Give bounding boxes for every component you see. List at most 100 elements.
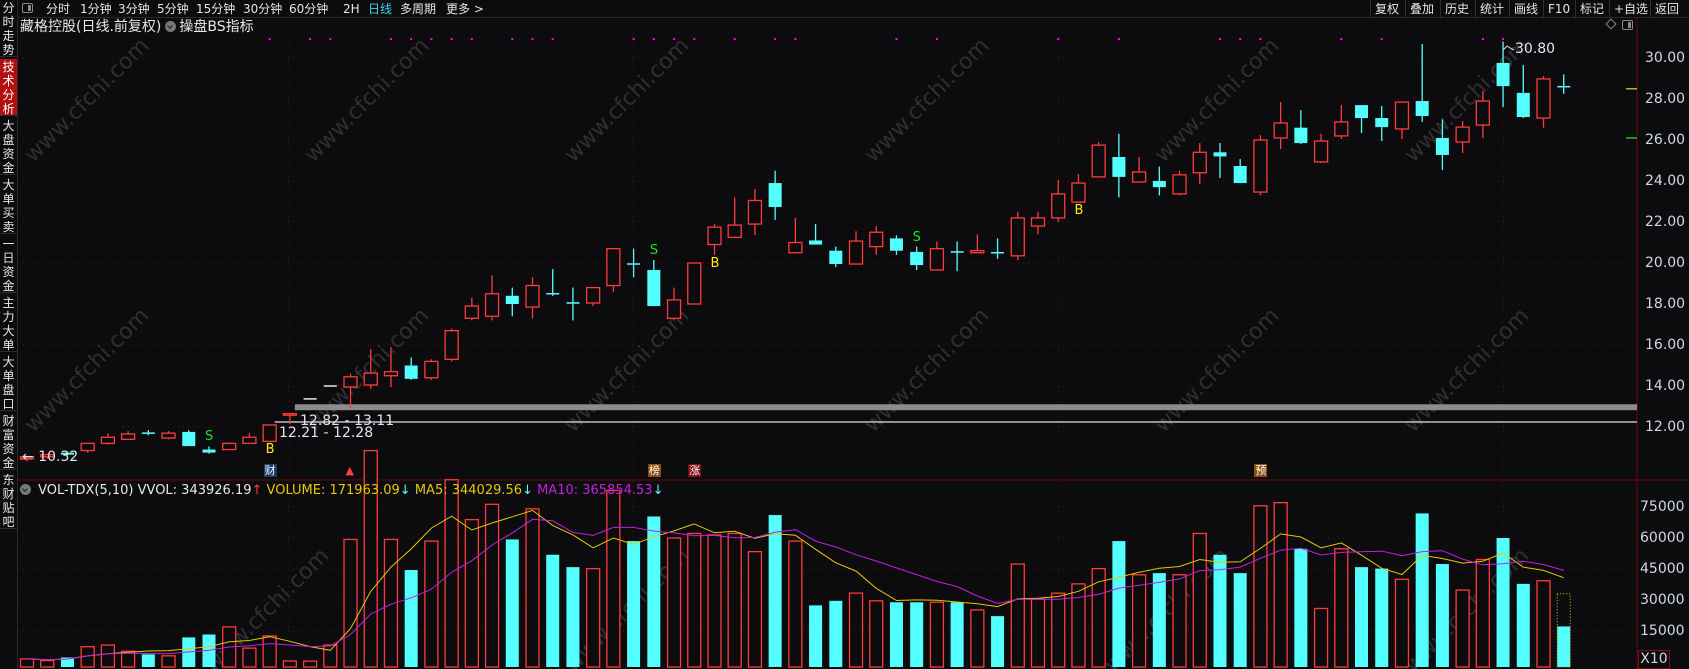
period-tab[interactable]: 15分钟 [196, 2, 236, 16]
candlestick[interactable] [1355, 105, 1369, 134]
sidebar-item[interactable]: 大单盘口 [0, 354, 17, 411]
candlestick[interactable] [1172, 170, 1187, 196]
candlestick[interactable] [627, 248, 641, 278]
candlestick[interactable] [586, 286, 601, 307]
candlestick[interactable] [282, 413, 298, 424]
sidebar-item[interactable]: 技术分析 [0, 59, 17, 116]
candlestick[interactable] [383, 347, 399, 388]
sidebar-item[interactable]: 大单买卖 [0, 177, 17, 234]
candlestick[interactable] [1455, 120, 1470, 153]
candlestick[interactable] [404, 357, 418, 380]
candlestick[interactable] [566, 287, 580, 321]
candlestick[interactable] [262, 424, 277, 443]
panel-layout-icon[interactable] [1622, 20, 1633, 30]
event-marker[interactable]: 榜 [647, 464, 661, 477]
period-tab[interactable]: 30分钟 [243, 2, 283, 16]
event-marker[interactable]: 涨 [688, 464, 702, 477]
candlestick[interactable] [950, 241, 964, 272]
candlestick[interactable] [363, 349, 378, 390]
candlestick[interactable] [910, 246, 924, 270]
period-tab[interactable]: 日线 [368, 2, 393, 16]
candlestick[interactable] [1233, 159, 1247, 184]
candlestick[interactable] [788, 217, 803, 254]
toolbar-button[interactable]: 叠加 [1405, 0, 1438, 18]
candlestick[interactable] [1030, 211, 1046, 235]
candlestick[interactable] [444, 328, 459, 362]
toolbar-button[interactable]: 返回 [1650, 0, 1683, 18]
sidebar-item[interactable]: 分时走势 [0, 0, 17, 57]
candlestick[interactable] [1213, 143, 1227, 178]
candlestick[interactable] [505, 287, 519, 317]
candlestick[interactable] [647, 259, 661, 307]
candlestick[interactable] [484, 275, 500, 321]
candlestick[interactable] [1475, 90, 1490, 138]
candlestick[interactable] [889, 235, 903, 255]
candlestick[interactable] [546, 269, 560, 296]
toolbar-button[interactable]: 画线 [1509, 0, 1542, 18]
event-marker[interactable]: 财 [263, 464, 277, 477]
candlestick[interactable] [1435, 119, 1449, 170]
event-marker[interactable]: 预 [1254, 464, 1268, 477]
volume-indicator-dropdown-icon[interactable] [20, 484, 31, 495]
sidebar-item[interactable]: 主力大单 [0, 295, 17, 352]
candlestick[interactable] [1112, 133, 1126, 198]
candlestick[interactable] [1091, 142, 1106, 178]
period-tab[interactable]: 更多 > [446, 2, 484, 16]
candlestick[interactable] [727, 197, 742, 239]
period-tab[interactable]: 1分钟 [80, 2, 112, 16]
candlestick[interactable] [323, 385, 337, 387]
candlestick[interactable] [929, 241, 945, 271]
candlestick[interactable] [303, 398, 317, 400]
candlestick[interactable] [141, 430, 155, 436]
candlestick[interactable] [747, 189, 763, 236]
event-marker[interactable]: ▲ [344, 464, 355, 477]
candlestick[interactable] [606, 247, 621, 292]
candlestick[interactable] [161, 431, 176, 440]
candlestick[interactable] [1415, 44, 1429, 122]
toolbar-button[interactable]: +自选 [1609, 0, 1652, 18]
candlestick[interactable] [1536, 76, 1551, 128]
period-tab[interactable]: 5分钟 [157, 2, 189, 16]
sidebar-item[interactable]: 东财贴吧 [0, 472, 17, 529]
candlestick[interactable] [60, 451, 74, 456]
indicator-dropdown-icon[interactable] [165, 21, 177, 32]
period-tab[interactable]: 60分钟 [289, 2, 329, 16]
candlestick[interactable] [1496, 41, 1510, 108]
period-tab[interactable]: 多周期 [400, 2, 437, 16]
candlestick[interactable] [1192, 143, 1207, 185]
candlestick[interactable] [1294, 110, 1308, 145]
candlestick[interactable] [464, 297, 479, 321]
toolbar-button[interactable]: 统计 [1475, 0, 1508, 18]
candlestick[interactable] [242, 433, 257, 445]
candlestick[interactable] [100, 433, 116, 445]
volume-unit-badge[interactable]: X10 [1638, 650, 1670, 669]
candlestick[interactable] [1313, 133, 1329, 163]
candlestick[interactable] [809, 224, 823, 245]
candlestick[interactable] [182, 430, 196, 447]
candlestick[interactable] [1253, 135, 1268, 196]
layout-toggle-icon[interactable] [22, 3, 33, 13]
candlestick[interactable] [424, 359, 439, 380]
period-tab[interactable]: 分时 [46, 2, 71, 16]
candlestick[interactable] [1273, 102, 1288, 150]
candlestick[interactable] [1010, 211, 1025, 260]
candlestick[interactable] [1071, 173, 1086, 203]
sidebar-item[interactable]: 财富资金 [0, 413, 17, 470]
candlestick[interactable] [707, 224, 722, 255]
sidebar-item[interactable]: 一日资金 [0, 236, 17, 293]
candlestick[interactable] [40, 453, 55, 459]
period-tab[interactable]: 3分钟 [118, 2, 150, 16]
candlestick[interactable] [869, 226, 884, 255]
candlestick[interactable] [1516, 64, 1530, 119]
toolbar-button[interactable]: F10 [1543, 0, 1574, 18]
candlestick[interactable] [768, 170, 782, 220]
candlestick[interactable] [687, 262, 702, 305]
candlestick[interactable] [1131, 157, 1147, 183]
sidebar-item[interactable]: 大盘资金 [0, 118, 17, 175]
candlestick[interactable] [525, 277, 540, 319]
candlestick[interactable] [1557, 74, 1571, 94]
candlestick[interactable] [666, 287, 682, 321]
candlestick[interactable] [848, 231, 864, 265]
candlestick[interactable] [222, 442, 237, 451]
